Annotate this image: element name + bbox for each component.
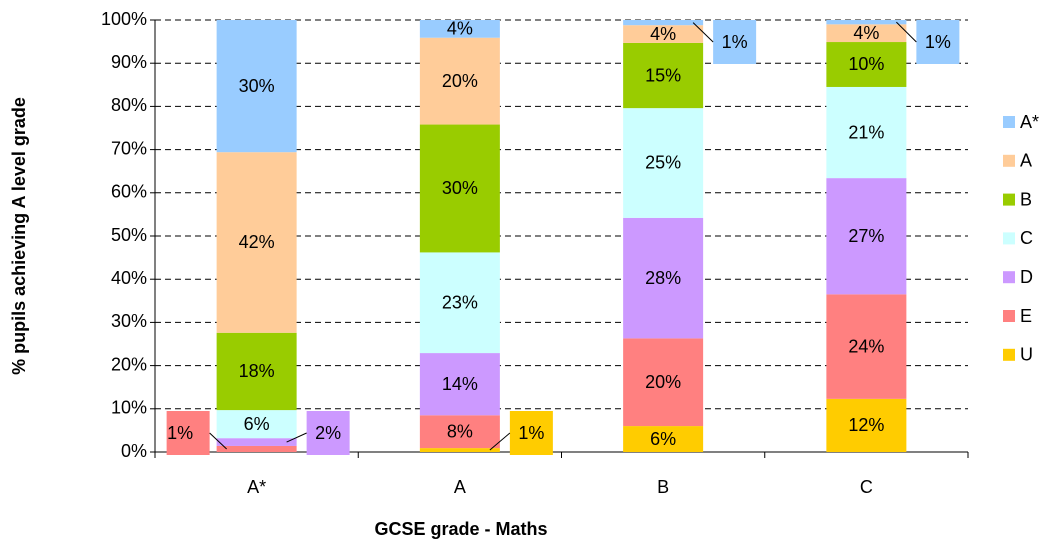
y-tick-label: 30% — [111, 311, 147, 331]
bar-segment — [623, 42, 704, 109]
x-tick-label: A* — [247, 477, 266, 497]
bar-segment — [623, 108, 704, 218]
bar-segment — [623, 25, 704, 43]
data-label: 20% — [442, 71, 478, 91]
bar-segment — [216, 438, 297, 446]
data-label: 6% — [650, 429, 676, 449]
data-label: 15% — [645, 65, 681, 85]
data-label: 1% — [722, 32, 748, 52]
data-label: 4% — [853, 23, 879, 43]
bar-segment — [419, 353, 500, 416]
bar-segment — [216, 410, 297, 439]
data-label: 1% — [167, 423, 193, 443]
x-tick-label: A — [454, 477, 466, 497]
y-tick-label: 100% — [101, 9, 147, 29]
y-tick-label: 10% — [111, 398, 147, 418]
callout-line — [489, 432, 511, 451]
data-label: 10% — [848, 54, 884, 74]
x-axis-title: GCSE grade - Maths — [374, 519, 547, 539]
bar-segment — [623, 426, 704, 452]
x-tick-label: C — [860, 477, 873, 497]
data-label: 42% — [239, 232, 275, 252]
legend-swatch — [1003, 116, 1015, 128]
y-tick-label: 50% — [111, 225, 147, 245]
data-label: 30% — [239, 76, 275, 96]
data-label: 27% — [848, 226, 884, 246]
callout-line — [209, 432, 227, 450]
bar-segment — [419, 20, 500, 38]
bar-segment — [826, 178, 907, 295]
data-label: 4% — [447, 19, 473, 39]
callout-box — [306, 411, 350, 455]
legend-label: B — [1020, 189, 1032, 209]
bar-segment — [623, 338, 704, 427]
bar-segment — [826, 294, 907, 399]
legend-label: A — [1020, 151, 1032, 171]
legend-swatch — [1003, 310, 1015, 322]
data-label: 30% — [442, 178, 478, 198]
bar-segment — [216, 152, 297, 333]
y-tick-label: 90% — [111, 52, 147, 72]
legend-label: A* — [1020, 112, 1039, 132]
data-label: 2% — [315, 423, 341, 443]
callout-line — [896, 21, 917, 43]
bar-segment — [419, 124, 500, 253]
bar-segment — [826, 20, 907, 25]
callout-box — [509, 411, 553, 455]
bar-segment — [419, 37, 500, 125]
y-tick-label: 60% — [111, 182, 147, 202]
bar-segment — [216, 445, 297, 452]
data-label: 24% — [848, 336, 884, 356]
data-label: 1% — [925, 32, 951, 52]
callout-line — [286, 432, 307, 443]
bar-segment — [419, 415, 500, 449]
legend-swatch — [1003, 232, 1015, 245]
bar-segment — [826, 42, 907, 87]
x-tick-label: B — [657, 477, 669, 497]
legend-swatch — [1003, 348, 1015, 361]
bar-segment — [623, 217, 704, 339]
legend-label: D — [1020, 267, 1033, 287]
bar-segment — [419, 252, 500, 354]
callout-box — [713, 20, 757, 64]
data-label: 23% — [442, 292, 478, 312]
callout-line — [692, 22, 714, 43]
legend-label: E — [1020, 306, 1032, 326]
data-label: 25% — [645, 153, 681, 173]
bar-segment — [419, 448, 500, 452]
bar-segment — [826, 398, 907, 452]
bar-segment — [826, 86, 907, 179]
legend-swatch — [1003, 193, 1015, 206]
y-tick-label: 20% — [111, 354, 147, 374]
data-label: 6% — [244, 414, 270, 434]
data-label: 8% — [447, 421, 473, 441]
y-tick-label: 80% — [111, 95, 147, 115]
data-label: 18% — [239, 361, 275, 381]
bar-segment — [216, 332, 297, 411]
bar-segment — [216, 20, 297, 153]
data-label: 21% — [848, 122, 884, 142]
data-label: 1% — [518, 423, 544, 443]
legend-label: U — [1020, 345, 1033, 365]
data-label: 4% — [650, 24, 676, 44]
bar-segment — [623, 20, 704, 26]
data-label: 28% — [645, 268, 681, 288]
callout-box — [166, 411, 210, 455]
y-tick-label: 40% — [111, 268, 147, 288]
legend-label: C — [1020, 228, 1033, 248]
legend-swatch — [1003, 271, 1015, 284]
y-tick-label: 70% — [111, 138, 147, 158]
data-label: 20% — [645, 372, 681, 392]
y-axis-title: % pupils achieving A level grade — [9, 97, 29, 375]
data-label: 12% — [848, 415, 884, 435]
bar-segment — [826, 24, 907, 43]
legend-swatch — [1003, 154, 1015, 167]
callout-box — [916, 20, 960, 64]
y-tick-label: 0% — [121, 441, 147, 461]
data-label: 14% — [442, 374, 478, 394]
